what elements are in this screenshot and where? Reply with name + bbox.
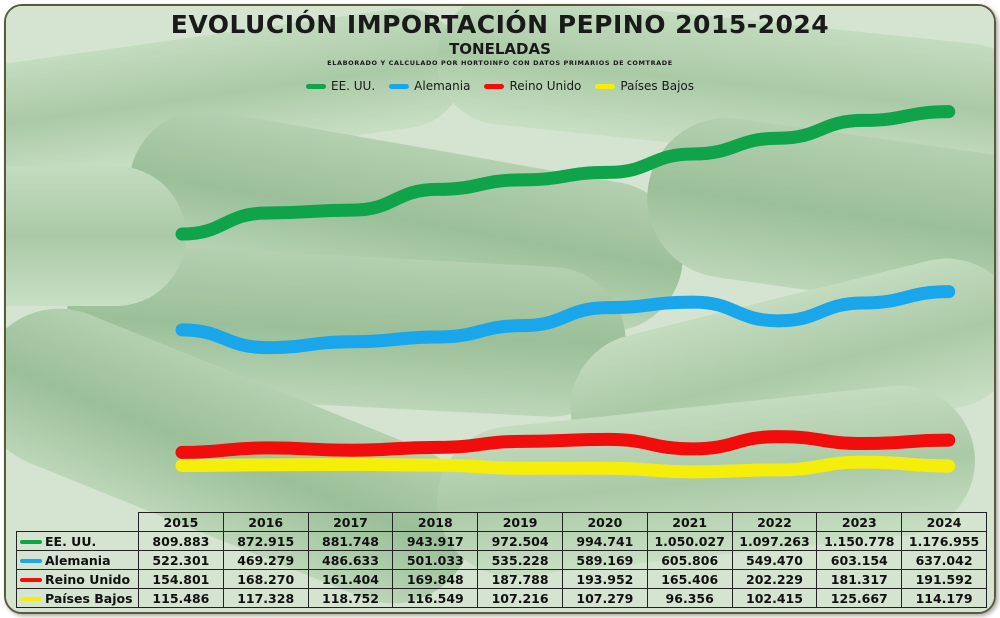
table-cell-value: 161.404 xyxy=(307,569,394,589)
table-cell-value: 535.228 xyxy=(477,550,563,570)
source-note: ELABORADO Y CALCULADO POR HORTOINFO CON … xyxy=(327,59,673,67)
series-line-reino-unido xyxy=(175,430,956,459)
table-cell-value: 549.470 xyxy=(731,550,818,570)
series-line-paises-bajos xyxy=(175,455,956,479)
series-line-alemania xyxy=(175,285,956,355)
chart-title: EVOLUCIÓN IMPORTACIÓN PEPINO 2015-2024 xyxy=(170,10,830,39)
legend-label-ee-uu: EE. UU. xyxy=(330,79,376,93)
table-year-header: 2022 xyxy=(731,512,818,532)
table-row-name: Reino Unido xyxy=(45,571,131,587)
table-cell-value: 972.504 xyxy=(477,531,563,551)
chart-subtitle: TONELADAS xyxy=(449,40,551,58)
table-row-paises-bajos: Países Bajos 115.486 117.328 118.752 116.549… xyxy=(16,588,987,608)
table-cell-value: 181.317 xyxy=(816,569,903,589)
table-row-alemania: Alemania 522.301 469.279 486.633 501.033 535.… xyxy=(16,550,987,570)
table-cell-value: 1.176.955 xyxy=(901,531,987,551)
table-header-row: 2015 2016 2017 2018 2019 2020 2021 2022 2023 2024 xyxy=(17,512,987,532)
table-row-ee-uu: EE. UU. 809.883 872.915 881.748 943.917 972.5… xyxy=(16,531,987,551)
table-row-name: Países Bajos xyxy=(45,590,133,606)
legend-label-paises-bajos: Países Bajos xyxy=(620,79,695,93)
table-cell-value: 522.301 xyxy=(138,550,224,570)
table-row-reino-unido: Reino Unido 154.801 168.270 161.404 169.848 1… xyxy=(16,569,987,589)
table-row-key-paises-bajos xyxy=(20,597,42,601)
table-cell-value: 994.741 xyxy=(561,531,648,551)
table-cell-value: 102.415 xyxy=(731,588,818,608)
table-year-header: 2019 xyxy=(477,512,563,532)
table-cell-value: 943.917 xyxy=(392,531,479,551)
table-cell-value: 1.050.027 xyxy=(646,531,733,551)
series-line-ee-uu xyxy=(175,105,956,241)
table-year-header: 2017 xyxy=(307,512,394,532)
table-cell-value: 603.154 xyxy=(816,550,903,570)
legend-swatch-alemania xyxy=(389,83,410,89)
legend-item-ee-uu: EE. UU. xyxy=(305,79,376,93)
legend-item-alemania: Alemania xyxy=(389,79,470,93)
table-cell-value: 187.788 xyxy=(477,569,563,589)
table-year-header: 2021 xyxy=(646,512,733,532)
table-cell-value: 809.883 xyxy=(138,531,224,551)
table-cell-value: 116.549 xyxy=(392,588,479,608)
table-cell-value: 872.915 xyxy=(222,531,309,551)
table-year-header: 2024 xyxy=(901,512,987,532)
table-row-name: Alemania xyxy=(45,552,111,568)
table-cell-value: 605.806 xyxy=(646,550,733,570)
table-row-key-reino-unido xyxy=(20,578,42,582)
table-cell-value: 117.328 xyxy=(222,588,309,608)
legend-swatch-ee-uu xyxy=(305,83,326,89)
legend-item-paises-bajos: Países Bajos xyxy=(595,79,694,93)
table-year-header: 2020 xyxy=(561,512,648,532)
table-cell-value: 501.033 xyxy=(392,550,479,570)
legend-label-alemania: Alemania xyxy=(414,79,471,93)
table-year-header: 2023 xyxy=(816,512,903,532)
chart-legend: EE. UU. Alemania Reino Unido Países Bajos xyxy=(0,79,1000,93)
table-row-label: Reino Unido xyxy=(16,569,139,589)
table-cell-value: 469.279 xyxy=(222,550,309,570)
table-row-label: Alemania xyxy=(16,550,139,570)
table-cell-value: 107.216 xyxy=(477,588,563,608)
table-cell-value: 125.667 xyxy=(816,588,903,608)
table-cell-value: 202.229 xyxy=(731,569,818,589)
table-cell-value: 191.592 xyxy=(901,569,987,589)
table-year-header: 2015 xyxy=(138,512,224,532)
table-cell-value: 637.042 xyxy=(901,550,987,570)
table-row-label: Países Bajos xyxy=(16,588,139,608)
data-table: 2015 2016 2017 2018 2019 2020 2021 2022 2023 2024… xyxy=(16,512,987,608)
table-cell-value: 881.748 xyxy=(307,531,394,551)
table-cell-value: 114.179 xyxy=(901,588,987,608)
table-row-key-alemania xyxy=(20,559,42,563)
table-row-name: EE. UU. xyxy=(45,533,97,549)
table-cell-value: 115.486 xyxy=(138,588,224,608)
table-row-label: EE. UU. xyxy=(16,531,139,551)
chart-frame xyxy=(4,4,996,614)
table-cell-value: 486.633 xyxy=(307,550,394,570)
table-year-header: 2018 xyxy=(392,512,479,532)
table-cell-value: 165.406 xyxy=(646,569,733,589)
table-cell-value: 96.356 xyxy=(646,588,733,608)
table-corner-cell xyxy=(17,513,139,532)
table-cell-value: 589.169 xyxy=(561,550,648,570)
table-cell-value: 1.150.778 xyxy=(816,531,903,551)
legend-label-reino-unido: Reino Unido xyxy=(509,79,582,93)
table-cell-value: 193.952 xyxy=(561,569,648,589)
table-cell-value: 118.752 xyxy=(307,588,394,608)
legend-swatch-paises-bajos xyxy=(595,83,616,89)
table-cell-value: 168.270 xyxy=(222,569,309,589)
cucumber-background-image xyxy=(6,6,994,612)
table-cell-value: 169.848 xyxy=(392,569,479,589)
table-cell-value: 154.801 xyxy=(138,569,224,589)
table-row-key-ee-uu xyxy=(20,540,42,544)
table-cell-value: 107.279 xyxy=(561,588,648,608)
legend-item-reino-unido: Reino Unido xyxy=(484,79,581,93)
table-year-header: 2016 xyxy=(222,512,309,532)
legend-swatch-reino-unido xyxy=(484,83,505,89)
table-cell-value: 1.097.263 xyxy=(731,531,818,551)
